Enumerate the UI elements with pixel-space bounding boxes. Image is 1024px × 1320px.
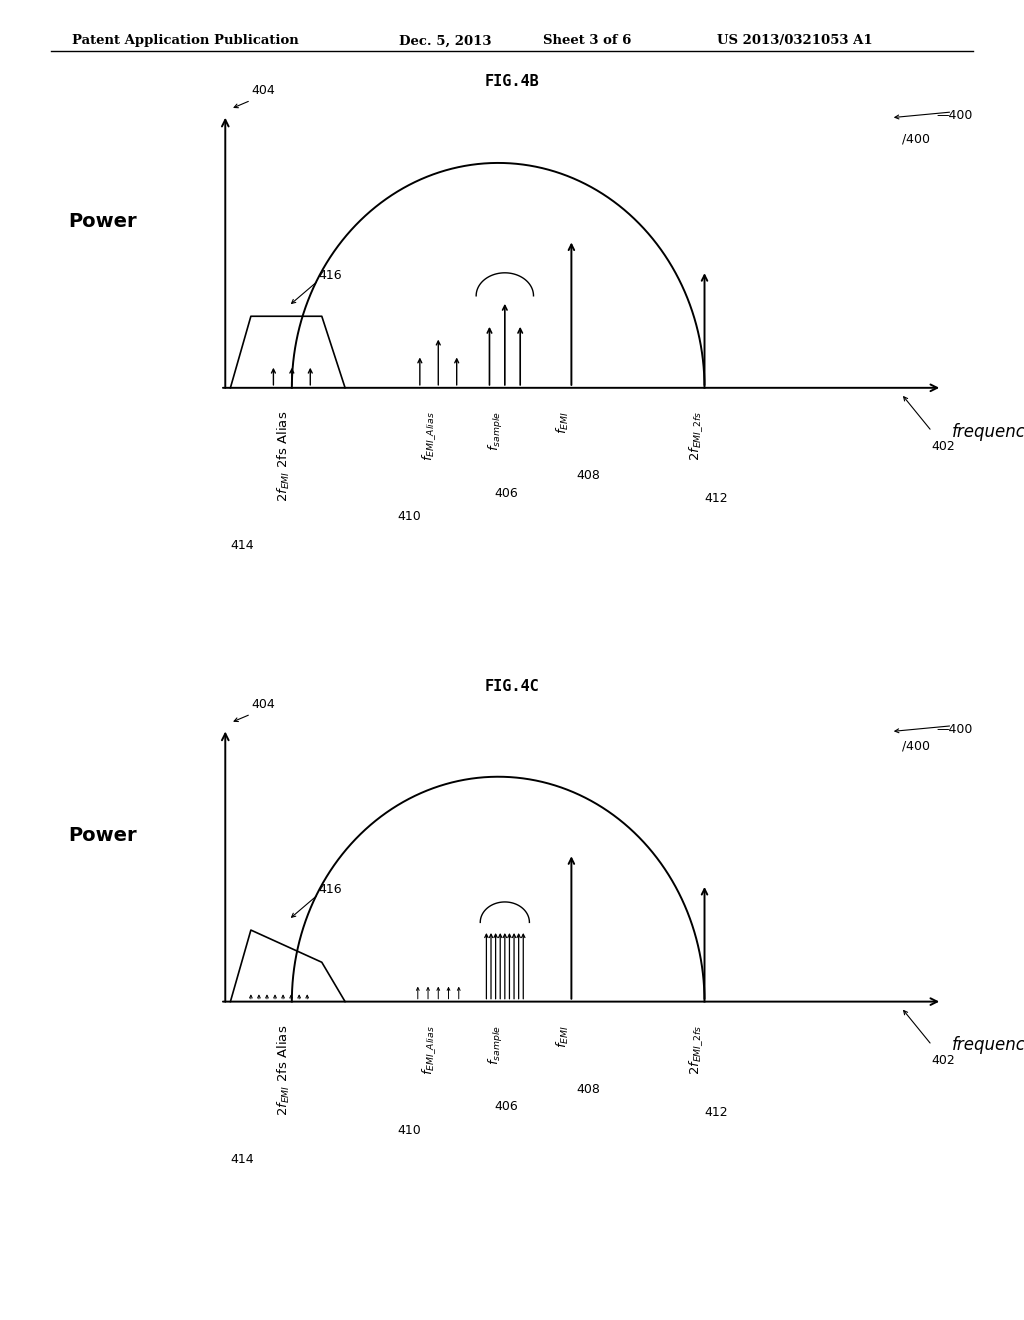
Text: 408: 408 (577, 469, 600, 482)
Text: 410: 410 (397, 510, 421, 523)
Text: —400: —400 (936, 110, 973, 121)
Text: US 2013/0321053 A1: US 2013/0321053 A1 (717, 34, 872, 48)
Text: 416: 416 (318, 883, 342, 896)
Text: frequency: frequency (951, 1036, 1024, 1055)
Text: Dec. 5, 2013: Dec. 5, 2013 (399, 34, 492, 48)
Text: 408: 408 (577, 1082, 600, 1096)
Text: 406: 406 (495, 1101, 518, 1113)
Text: 414: 414 (230, 1152, 254, 1166)
Text: $2f_{EMI}$ 2fs Alias: $2f_{EMI}$ 2fs Alias (275, 1024, 292, 1117)
Text: —400: —400 (936, 723, 973, 735)
Text: $2f_{EMI}$ 2fs Alias: $2f_{EMI}$ 2fs Alias (275, 411, 292, 503)
Text: $f_{EMI}$: $f_{EMI}$ (555, 411, 571, 434)
Text: Power: Power (68, 213, 137, 231)
Text: $f_{sample}$: $f_{sample}$ (486, 411, 505, 451)
Text: 414: 414 (230, 539, 254, 552)
Text: $\mathsf{/}$400: $\mathsf{/}$400 (901, 739, 931, 754)
Text: FIG.4B: FIG.4B (484, 74, 540, 90)
Text: 402: 402 (932, 1053, 955, 1067)
Text: 402: 402 (932, 440, 955, 453)
Text: $\mathsf{/}$400: $\mathsf{/}$400 (901, 132, 931, 147)
Text: 412: 412 (705, 1106, 728, 1119)
Text: 404: 404 (251, 84, 274, 98)
Text: $2f_{EMI\_2fs}$: $2f_{EMI\_2fs}$ (687, 411, 705, 461)
Text: FIG.4C: FIG.4C (484, 678, 540, 694)
Text: frequency: frequency (951, 422, 1024, 441)
Text: Power: Power (68, 826, 137, 845)
Text: $f_{EMI\_Alias}$: $f_{EMI\_Alias}$ (421, 411, 438, 461)
Text: $f_{sample}$: $f_{sample}$ (486, 1024, 505, 1065)
Text: $2f_{EMI\_2fs}$: $2f_{EMI\_2fs}$ (687, 1024, 705, 1074)
Text: 406: 406 (495, 487, 518, 499)
Text: $f_{EMI}$: $f_{EMI}$ (555, 1024, 571, 1048)
Text: 410: 410 (397, 1123, 421, 1137)
Text: 412: 412 (705, 492, 728, 506)
Text: Patent Application Publication: Patent Application Publication (72, 34, 298, 48)
Text: Sheet 3 of 6: Sheet 3 of 6 (543, 34, 631, 48)
Text: 416: 416 (318, 269, 342, 282)
Text: $f_{EMI\_Alias}$: $f_{EMI\_Alias}$ (421, 1024, 438, 1074)
Text: 404: 404 (251, 698, 274, 711)
